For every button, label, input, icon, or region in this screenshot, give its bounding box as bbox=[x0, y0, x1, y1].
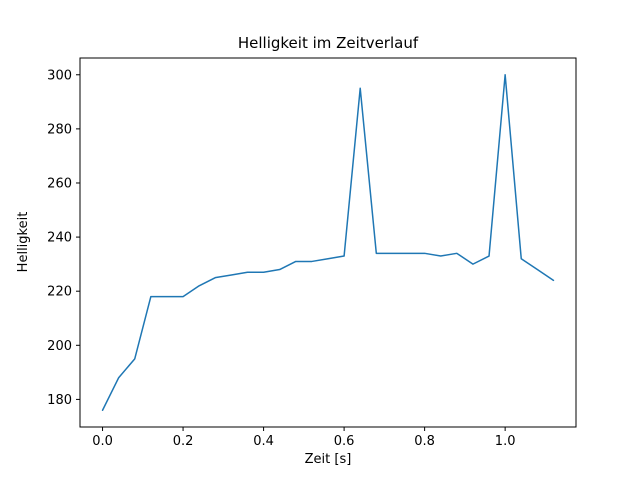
x-axis-label: Zeit [s] bbox=[305, 452, 352, 467]
y-tick-label: 280 bbox=[47, 122, 72, 137]
y-tick-label: 180 bbox=[47, 393, 72, 408]
x-tick-label: 1.0 bbox=[495, 434, 516, 449]
y-tick-label: 260 bbox=[47, 176, 72, 191]
y-axis-ticks: 180 200 220 240 260 280 300 bbox=[47, 68, 80, 408]
plot-area-frame bbox=[79, 57, 577, 428]
y-tick-label: 240 bbox=[47, 231, 72, 246]
x-tick-label: 0.6 bbox=[334, 434, 355, 449]
data-series-line bbox=[101, 74, 555, 411]
x-tick-label: 0.0 bbox=[92, 434, 113, 449]
y-axis-label: Helligkeit bbox=[16, 212, 31, 273]
chart-title: Helligkeit im Zeitverlauf bbox=[238, 34, 419, 52]
x-tick-label: 0.2 bbox=[173, 434, 194, 449]
y-tick-label: 220 bbox=[47, 285, 72, 300]
x-tick-label: 0.4 bbox=[253, 434, 274, 449]
x-axis-ticks: 0.0 0.2 0.4 0.6 0.8 1.0 bbox=[92, 427, 515, 449]
y-tick-label: 200 bbox=[47, 339, 72, 354]
y-tick-label: 300 bbox=[47, 68, 72, 83]
x-tick-label: 0.8 bbox=[414, 434, 435, 449]
